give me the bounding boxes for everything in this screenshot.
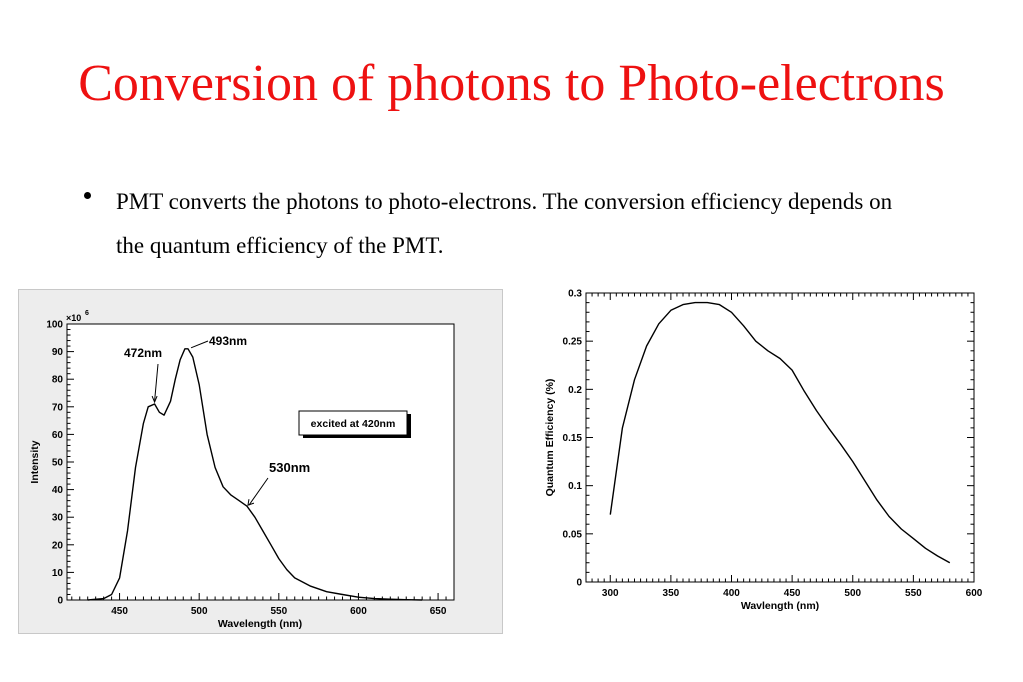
y-tick-label: 40 bbox=[52, 485, 64, 496]
y-tick-label: 60 bbox=[52, 430, 64, 441]
x-axis-title: Wavlength (nm) bbox=[741, 600, 819, 612]
y-axis-title: Intensity bbox=[29, 440, 41, 483]
y-tick-label: 0.2 bbox=[568, 385, 582, 396]
y-tick-label: 30 bbox=[52, 513, 64, 524]
x-tick-label: 550 bbox=[905, 588, 922, 599]
annotation-arrow-493 bbox=[190, 340, 209, 349]
y-tick-label: 70 bbox=[52, 402, 64, 413]
x-tick-label: 600 bbox=[966, 588, 983, 599]
x-axis-title: Wavelength (nm) bbox=[218, 618, 302, 630]
y-tick-label: 0.3 bbox=[568, 289, 582, 300]
y-multiplier-exponent: 6 bbox=[85, 310, 89, 317]
x-tick-label: 550 bbox=[270, 606, 287, 617]
x-tick-label: 650 bbox=[430, 606, 447, 617]
x-tick-label: 500 bbox=[844, 588, 861, 599]
y-tick-label: 0.15 bbox=[563, 433, 583, 444]
y-tick-label: 0.05 bbox=[563, 529, 583, 540]
annotation-arrowhead-530 bbox=[247, 499, 255, 506]
annotation-label-472: 472nm bbox=[124, 346, 162, 360]
y-tick-label: 20 bbox=[52, 540, 64, 551]
plot-frame bbox=[66, 323, 455, 601]
series-line-0 bbox=[609, 301, 951, 564]
y-tick-label: 90 bbox=[52, 347, 64, 358]
series-line-0 bbox=[87, 348, 423, 601]
y-axis-title: Quantum Efficiency (%) bbox=[544, 379, 556, 497]
plot-frame bbox=[585, 292, 975, 583]
x-tick-label: 500 bbox=[191, 606, 208, 617]
x-tick-label: 450 bbox=[784, 588, 801, 599]
x-tick-label: 600 bbox=[350, 606, 367, 617]
x-tick-label: 400 bbox=[723, 588, 740, 599]
y-tick-label: 0 bbox=[57, 596, 63, 607]
legend-box-label: excited at 420nm bbox=[311, 418, 396, 430]
y-tick-label: 0 bbox=[576, 578, 582, 589]
x-tick-label: 300 bbox=[602, 588, 619, 599]
slide-title: Conversion of photons to Photo-electrons bbox=[78, 55, 945, 112]
annotation-label-530: 530nm bbox=[269, 460, 310, 475]
y-tick-label: 100 bbox=[46, 320, 63, 331]
x-tick-label: 350 bbox=[663, 588, 680, 599]
bullet-text: PMT converts the photons to photo-electr… bbox=[116, 189, 893, 258]
annotation-label-493: 493nm bbox=[209, 334, 247, 348]
annotation-arrowhead-472 bbox=[151, 395, 158, 404]
x-tick-label: 450 bbox=[111, 606, 128, 617]
y-multiplier-label: ×10 bbox=[66, 313, 81, 323]
legend-box bbox=[298, 410, 408, 436]
y-tick-label: 0.25 bbox=[563, 337, 583, 348]
y-tick-label: 50 bbox=[52, 458, 64, 469]
y-tick-label: 10 bbox=[52, 568, 64, 579]
annotation-arrow-472 bbox=[154, 363, 159, 402]
y-tick-label: 80 bbox=[52, 375, 64, 386]
y-tick-label: 0.1 bbox=[568, 481, 582, 492]
bullet-dot bbox=[84, 192, 91, 199]
annotation-arrow-530 bbox=[248, 477, 269, 506]
